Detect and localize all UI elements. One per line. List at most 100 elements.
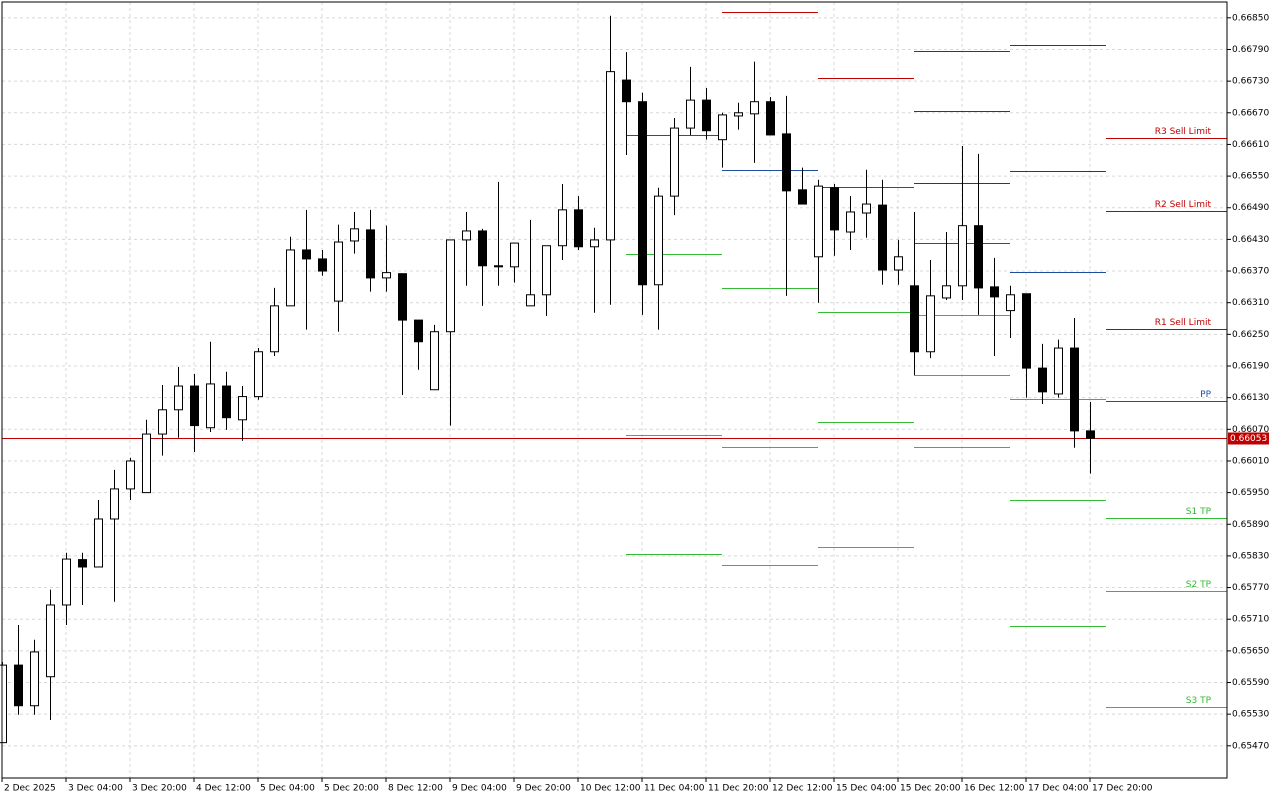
candle-body — [1070, 347, 1079, 432]
x-tick-label: 3 Dec 20:00 — [132, 784, 187, 794]
x-tick-label: 11 Dec 04:00 — [644, 784, 705, 794]
candle-body — [1022, 293, 1031, 369]
candle-body — [702, 99, 711, 132]
candle-body — [958, 225, 967, 287]
candle-body — [606, 71, 615, 241]
y-tick-label: 0.66190 — [1232, 361, 1269, 371]
candle-body — [926, 295, 935, 353]
candle-body — [302, 249, 311, 260]
candle-body — [446, 239, 455, 333]
x-tick-label: 17 Dec 20:00 — [1092, 784, 1153, 794]
pivot-label: R2 Sell Limit — [1155, 200, 1212, 210]
candle-body — [1086, 430, 1095, 439]
candle-body — [894, 256, 903, 271]
x-tick-label: 4 Dec 12:00 — [196, 784, 251, 794]
y-tick-label: 0.66430 — [1232, 235, 1269, 245]
candle-body — [910, 285, 919, 353]
candle-body — [62, 558, 71, 606]
x-tick-label: 5 Dec 04:00 — [260, 784, 315, 794]
candle-body — [798, 189, 807, 205]
candle-body — [462, 230, 471, 241]
candle-body — [670, 127, 679, 197]
y-tick-label: 0.65770 — [1232, 583, 1269, 593]
y-tick-label: 0.66850 — [1232, 13, 1269, 23]
x-tick-label: 15 Dec 20:00 — [900, 784, 961, 794]
candle-body — [430, 331, 439, 391]
candle-body — [942, 285, 951, 299]
x-tick-label: 15 Dec 04:00 — [836, 784, 897, 794]
x-tick-label: 9 Dec 04:00 — [452, 784, 507, 794]
candle-body — [254, 351, 263, 398]
candle-body — [110, 488, 119, 520]
y-tick-label: 0.66610 — [1232, 140, 1269, 150]
y-tick-label: 0.65530 — [1232, 710, 1269, 720]
candle-body — [830, 187, 839, 231]
candle-body — [878, 204, 887, 271]
candle-body — [862, 203, 871, 214]
candle-body — [574, 209, 583, 248]
candle-body — [174, 385, 183, 411]
candle-body — [478, 230, 487, 267]
candle-body — [750, 101, 759, 115]
candle-body — [766, 101, 775, 136]
pivot-label: S1 TP — [1186, 507, 1212, 517]
x-tick-label: 10 Dec 12:00 — [580, 784, 641, 794]
y-tick-label: 0.65470 — [1232, 741, 1269, 751]
current-price-label: 0.66053 — [1230, 434, 1267, 444]
x-tick-label: 3 Dec 04:00 — [68, 784, 123, 794]
y-tick-label: 0.65950 — [1232, 488, 1269, 498]
candle-body — [638, 101, 647, 286]
candle-body — [94, 518, 103, 568]
y-tick-label: 0.65650 — [1232, 646, 1269, 656]
candle-body — [590, 239, 599, 248]
candle-body — [494, 265, 503, 268]
y-tick-label: 0.66490 — [1232, 203, 1269, 213]
candle-body — [990, 286, 999, 298]
y-tick-label: 0.66010 — [1232, 456, 1269, 466]
candle-body — [558, 209, 567, 247]
x-tick-label: 8 Dec 12:00 — [388, 784, 443, 794]
candle-body — [1038, 367, 1047, 393]
candle-body — [622, 79, 631, 103]
y-tick-label: 0.66730 — [1232, 77, 1269, 87]
candle-body — [318, 258, 327, 272]
candle-body — [510, 242, 519, 268]
candle-body — [814, 185, 823, 258]
x-tick-label: 12 Dec 12:00 — [772, 784, 833, 794]
candle-body — [782, 133, 791, 192]
candle-body — [350, 228, 359, 242]
candle-body — [846, 211, 855, 233]
candle-body — [238, 396, 247, 421]
y-tick-label: 0.66790 — [1232, 45, 1269, 55]
candle-body — [686, 99, 695, 129]
candle-body — [78, 559, 87, 568]
y-tick-label: 0.66130 — [1232, 393, 1269, 403]
pivot-label: R3 Sell Limit — [1155, 127, 1212, 137]
pivot-label: PP — [1200, 390, 1211, 400]
candle-body — [334, 241, 343, 302]
candle-body — [14, 664, 23, 707]
y-tick-label: 0.65710 — [1232, 615, 1269, 625]
candle-body — [222, 385, 231, 419]
current-price-box — [1228, 432, 1269, 445]
pivot-label: R1 Sell Limit — [1155, 318, 1212, 328]
candle-body — [30, 651, 39, 707]
candle-body — [526, 294, 535, 307]
candle-body — [654, 195, 663, 286]
y-tick-label: 0.66070 — [1232, 425, 1269, 435]
y-tick-label: 0.65590 — [1232, 678, 1269, 688]
x-tick-label: 2 Dec 2025 — [4, 784, 56, 794]
y-tick-label: 0.66370 — [1232, 267, 1269, 277]
pivot-label: S2 TP — [1186, 580, 1212, 590]
candle-body — [382, 272, 391, 279]
candle-body — [142, 433, 151, 494]
candle-body — [126, 460, 135, 490]
x-tick-label: 5 Dec 20:00 — [324, 784, 379, 794]
x-tick-label: 17 Dec 04:00 — [1028, 784, 1089, 794]
candle-body — [1006, 294, 1015, 312]
y-tick-label: 0.66670 — [1232, 108, 1269, 118]
candle-body — [974, 225, 983, 289]
candle-body — [414, 319, 423, 343]
candle-body — [366, 229, 375, 279]
candle-body — [190, 385, 199, 427]
